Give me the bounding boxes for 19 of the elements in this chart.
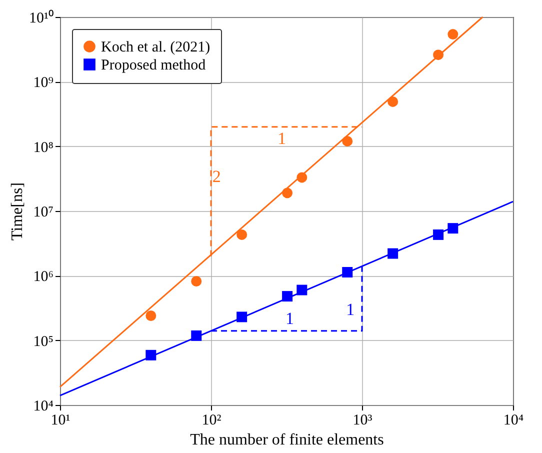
- legend-label: Proposed method: [101, 58, 206, 74]
- x-tick-label: 10⁴: [503, 412, 524, 428]
- y-tick-label: 10⁴: [33, 398, 54, 414]
- annotation: 1: [346, 300, 355, 319]
- y-tick-label: 10⁷: [33, 204, 54, 220]
- annotation: 1: [278, 128, 286, 148]
- y-tick-label: 10⁵: [33, 334, 54, 350]
- x-tick-label: 10¹: [50, 412, 70, 428]
- y-tick-label: 10⁹: [33, 75, 54, 92]
- y-tick-label: 10⁸: [33, 140, 54, 156]
- annotation: 1: [286, 309, 294, 328]
- legend-label: Koch et al. (2021): [101, 40, 210, 56]
- y-tick-label: 10¹⁰: [29, 10, 54, 26]
- x-axis-title: The number of finite elements: [190, 432, 384, 448]
- y-tick-label: 10⁶: [33, 269, 54, 286]
- annotation: 2: [212, 167, 221, 186]
- x-tick-label: 10³: [352, 412, 373, 428]
- x-tick-label: 10²: [202, 412, 222, 428]
- y-axis-title: Time[ns]: [9, 182, 26, 241]
